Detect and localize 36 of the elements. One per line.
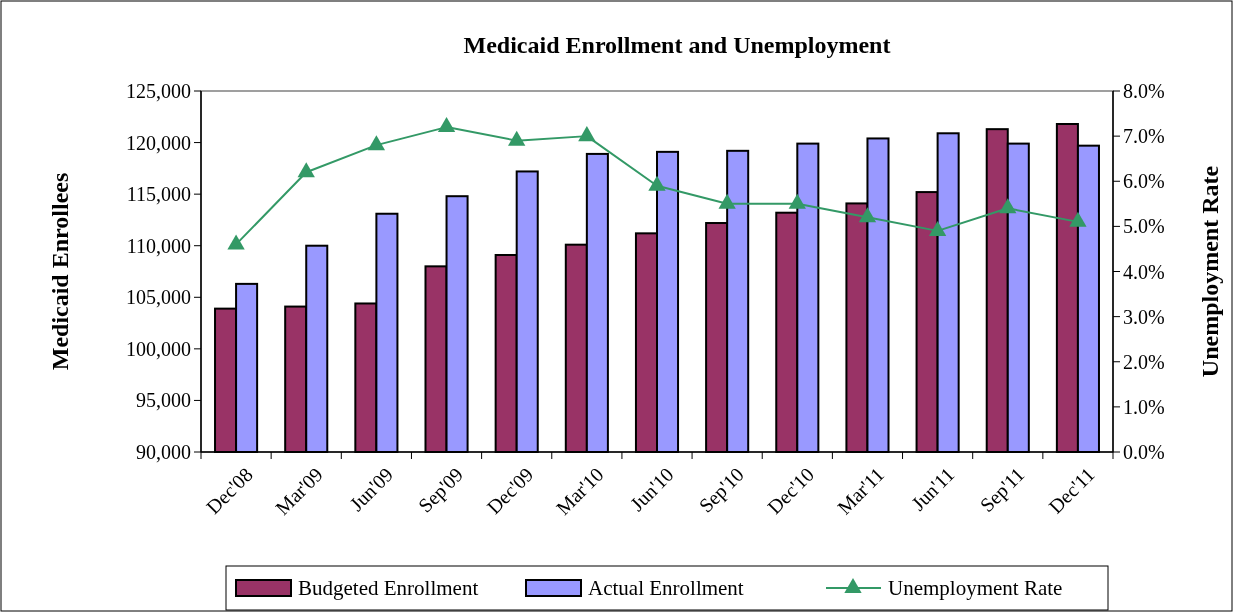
y2-tick-label: 0.0% — [1123, 441, 1165, 463]
y-axis-title: Medicaid Enrollees — [47, 172, 73, 371]
point — [718, 193, 736, 209]
y2-tick-label: 2.0% — [1123, 350, 1165, 373]
y-tick-label: 125,000 — [126, 80, 191, 102]
point — [788, 193, 806, 209]
y2-tick-label: 3.0% — [1123, 305, 1165, 328]
legend-label: Actual Enrollment — [588, 576, 744, 601]
point — [999, 198, 1017, 214]
point — [367, 135, 386, 151]
y-tick-label: 115,000 — [126, 183, 191, 206]
y2-tick-label: 8.0% — [1123, 80, 1165, 102]
y-tick-label: 95,000 — [136, 389, 191, 412]
y-tick-label: 105,000 — [126, 286, 191, 309]
y-tick-label: 90,000 — [136, 441, 191, 463]
point — [227, 234, 245, 250]
y-tick-label: 100,000 — [126, 337, 191, 360]
point — [578, 126, 596, 142]
point — [858, 207, 877, 223]
y-tick-label: 120,000 — [126, 131, 191, 154]
point — [648, 175, 666, 191]
chart-title: Medicaid Enrollment and Unemployment — [463, 32, 891, 58]
point — [297, 162, 315, 178]
legend-label: Unemployment Rate — [888, 576, 1063, 601]
point — [508, 130, 526, 146]
point — [928, 220, 947, 236]
y2-tick-label: 1.0% — [1123, 395, 1165, 418]
y-tick-label: 110,000 — [126, 234, 191, 257]
legend-label: Budgeted Enrollment — [298, 576, 479, 601]
y2-tick-label: 4.0% — [1123, 260, 1165, 283]
y2-tick-label: 5.0% — [1123, 215, 1165, 238]
point — [437, 117, 456, 133]
point — [1069, 211, 1087, 227]
y2-tick-label: 6.0% — [1123, 170, 1165, 193]
y2-tick-label: 7.0% — [1123, 125, 1165, 148]
y2-axis-title: Unemployment Rate — [1197, 165, 1223, 378]
